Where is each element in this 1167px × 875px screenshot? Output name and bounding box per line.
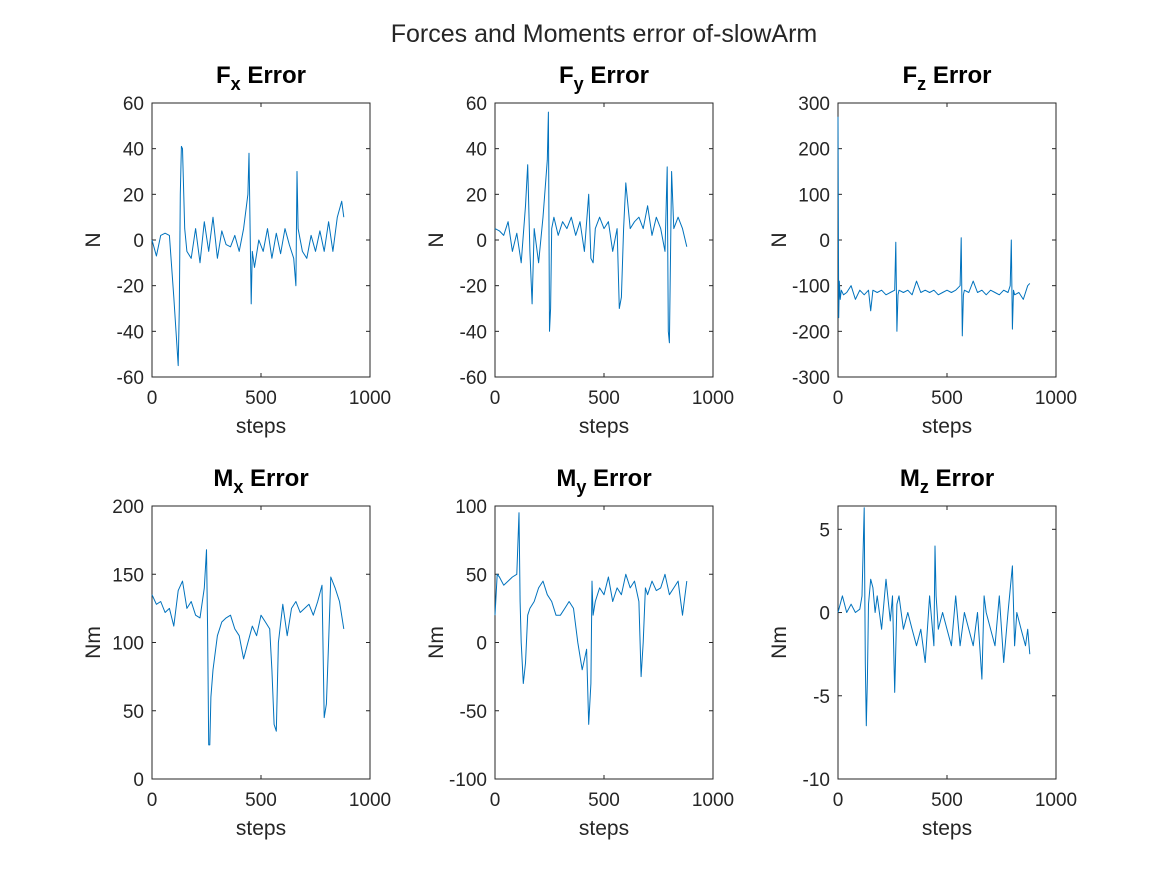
y-tick-label: -40: [117, 322, 144, 343]
y-tick-label: 150: [112, 565, 144, 586]
y-tick-label: 200: [112, 497, 144, 518]
y-tick-label: -10: [803, 770, 830, 791]
y-axis-label: N: [82, 232, 105, 247]
x-tick-label: 500: [931, 388, 963, 409]
y-tick-label: 0: [133, 231, 144, 252]
subplot-5: 0 500 1000 -100 -50 0 50 100 steps Nm My Error: [425, 465, 734, 840]
x-tick-label: 500: [245, 388, 277, 409]
subplot-title: Mz Error: [900, 465, 994, 497]
x-tick-label: 0: [147, 790, 158, 811]
y-tick-label: 0: [133, 770, 144, 791]
subplot-title: My Error: [556, 465, 651, 497]
x-tick-label: 0: [490, 388, 501, 409]
x-tick-label: 1000: [349, 388, 391, 409]
x-tick-label: 0: [147, 388, 158, 409]
y-tick-label: 300: [798, 94, 830, 115]
axes-box: [837, 102, 1057, 378]
x-axis-label: steps: [236, 415, 286, 438]
y-tick-label: -200: [792, 322, 830, 343]
series-line: [837, 507, 1031, 727]
y-tick-label: -60: [117, 368, 144, 389]
y-tick-label: -60: [460, 368, 487, 389]
x-tick-label: 1000: [692, 388, 734, 409]
x-tick-label: 1000: [692, 790, 734, 811]
axes-box: [837, 505, 1057, 780]
y-tick-label: 60: [466, 94, 487, 115]
y-tick-label: 0: [819, 231, 830, 252]
y-tick-label: 100: [798, 185, 830, 206]
x-tick-label: 0: [833, 790, 844, 811]
y-tick-label: 50: [123, 702, 144, 723]
y-tick-label: -20: [460, 277, 487, 298]
x-tick-label: 1000: [349, 790, 391, 811]
y-tick-label: 20: [466, 185, 487, 206]
axes-box: [494, 505, 714, 780]
y-tick-label: 40: [466, 140, 487, 161]
y-tick-label: 50: [466, 565, 487, 586]
y-axis-label: N: [768, 232, 791, 247]
x-tick-label: 500: [588, 388, 620, 409]
y-tick-label: 5: [819, 520, 830, 541]
subplot-title: Fx Error: [216, 62, 306, 94]
x-tick-label: 500: [931, 790, 963, 811]
figure-title: Forces and Moments error of-slowArm: [391, 20, 818, 48]
subplot-title: Mx Error: [213, 465, 308, 497]
x-axis-label: steps: [922, 817, 972, 840]
subplot-4: 0 500 1000 0 50 100 150 200 steps Nm Mx Error: [82, 465, 391, 840]
y-tick-label: -20: [117, 277, 144, 298]
series-line: [151, 549, 345, 746]
y-tick-label: 0: [476, 231, 487, 252]
x-axis-label: steps: [922, 415, 972, 438]
series-line: [151, 145, 345, 367]
axes-box: [494, 102, 714, 378]
y-tick-label: -40: [460, 322, 487, 343]
subplot-title: Fz Error: [902, 62, 991, 94]
subplot-3: 0 500 1000 -300 -200 -100 0 100 200 300 steps N Fz E…: [768, 62, 1077, 438]
y-tick-label: -50: [460, 702, 487, 723]
y-axis-label: N: [425, 232, 448, 247]
y-tick-label: 0: [819, 604, 830, 625]
axes-box: [151, 102, 371, 378]
subplot-1: 0 500 1000 -60 -40 -20 0 20 40 60 steps N Fx Error: [82, 62, 391, 438]
y-tick-label: 100: [455, 497, 487, 518]
y-axis-label: Nm: [768, 626, 791, 659]
y-tick-label: -100: [792, 277, 830, 298]
y-axis-label: Nm: [425, 626, 448, 659]
axes-box: [151, 505, 371, 780]
y-tick-label: 200: [798, 140, 830, 161]
y-tick-label: 100: [112, 634, 144, 655]
x-tick-label: 1000: [1035, 790, 1077, 811]
y-tick-label: 0: [476, 634, 487, 655]
y-tick-label: -300: [792, 368, 830, 389]
subplot-2: 0 500 1000 -60 -40 -20 0 20 40 60 steps N Fy Error: [425, 62, 734, 438]
x-tick-label: 0: [833, 388, 844, 409]
x-tick-label: 500: [588, 790, 620, 811]
x-tick-label: 0: [490, 790, 501, 811]
y-tick-label: 40: [123, 140, 144, 161]
series-line: [837, 116, 1031, 337]
y-tick-label: 20: [123, 185, 144, 206]
x-axis-label: steps: [579, 817, 629, 840]
y-axis-label: Nm: [82, 626, 105, 659]
y-tick-label: -5: [813, 687, 830, 708]
y-tick-label: -100: [449, 770, 487, 791]
x-axis-label: steps: [579, 415, 629, 438]
subplot-title: Fy Error: [559, 62, 649, 94]
series-line: [494, 111, 688, 344]
x-tick-label: 500: [245, 790, 277, 811]
x-tick-label: 1000: [1035, 388, 1077, 409]
x-axis-label: steps: [236, 817, 286, 840]
y-tick-label: 60: [123, 94, 144, 115]
subplot-6: 0 500 1000 -10 -5 0 5 steps Nm Mz Error: [768, 465, 1077, 840]
series-line: [494, 512, 688, 725]
